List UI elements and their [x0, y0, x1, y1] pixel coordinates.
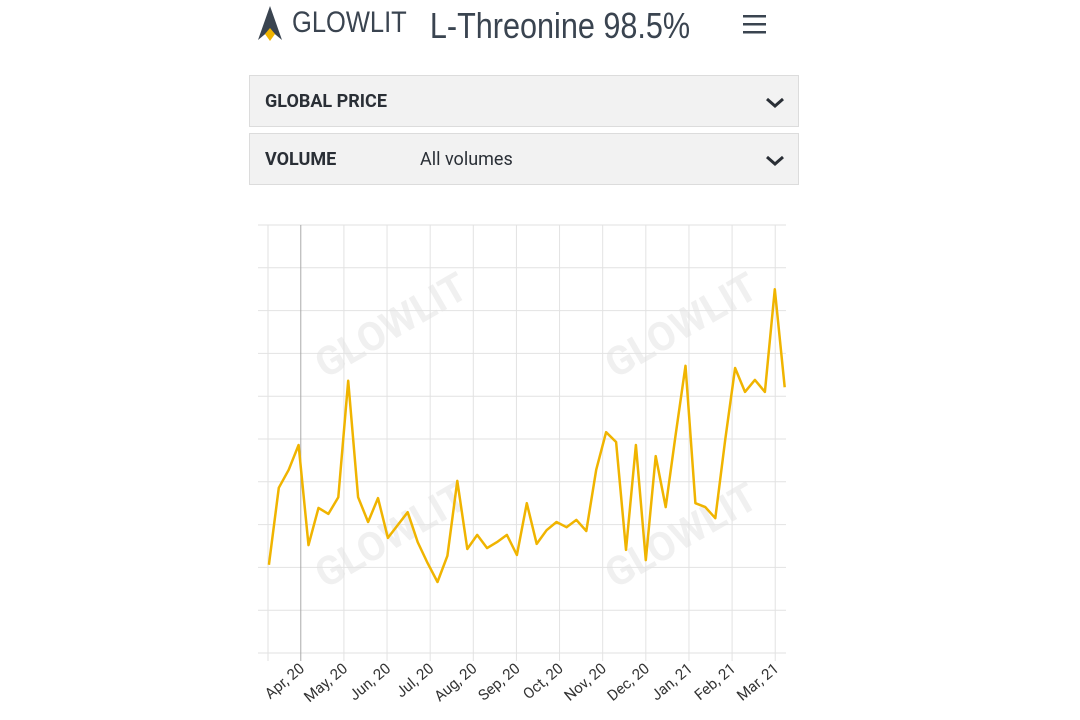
dropdown-label: VOLUME [265, 149, 337, 170]
x-tick-label: Sep, 20 [475, 659, 524, 704]
price-dropdown[interactable]: GLOBAL PRICE [249, 75, 799, 127]
price-line [267, 287, 786, 584]
x-tick-label: Aug, 20 [431, 659, 481, 705]
x-tick-label: May, 20 [300, 659, 351, 706]
chevron [766, 97, 784, 108]
x-tick-label: Jan, 21 [648, 659, 697, 704]
volume-dropdown[interactable]: VOLUME All volumes [249, 133, 799, 185]
x-tick-label: Mar, 21 [733, 659, 782, 704]
x-tick-label: Dec, 20 [604, 659, 653, 704]
x-tick-label: Jun, 20 [346, 659, 395, 704]
watermark: GLOWLIT [597, 473, 766, 598]
logo-text[interactable]: GLOWLIT [292, 6, 407, 39]
chevron [766, 155, 784, 166]
dropdown-value: All volumes [420, 149, 513, 170]
watermark: GLOWLIT [597, 263, 766, 388]
x-tick-label: Nov, 20 [561, 659, 610, 704]
x-tick-label: Apr, 20 [261, 659, 308, 702]
x-tick-label: Oct, 20 [519, 659, 566, 703]
menu-button[interactable] [743, 15, 766, 34]
x-tick-label: Jul, 20 [392, 659, 437, 701]
dropdown-label: GLOBAL PRICE [265, 91, 387, 112]
x-tick-label: Feb, 21 [691, 659, 739, 704]
logo-icon [258, 6, 282, 41]
watermark: GLOWLIT [307, 263, 476, 388]
page-title: L-Threonine 98.5% [429, 5, 691, 46]
